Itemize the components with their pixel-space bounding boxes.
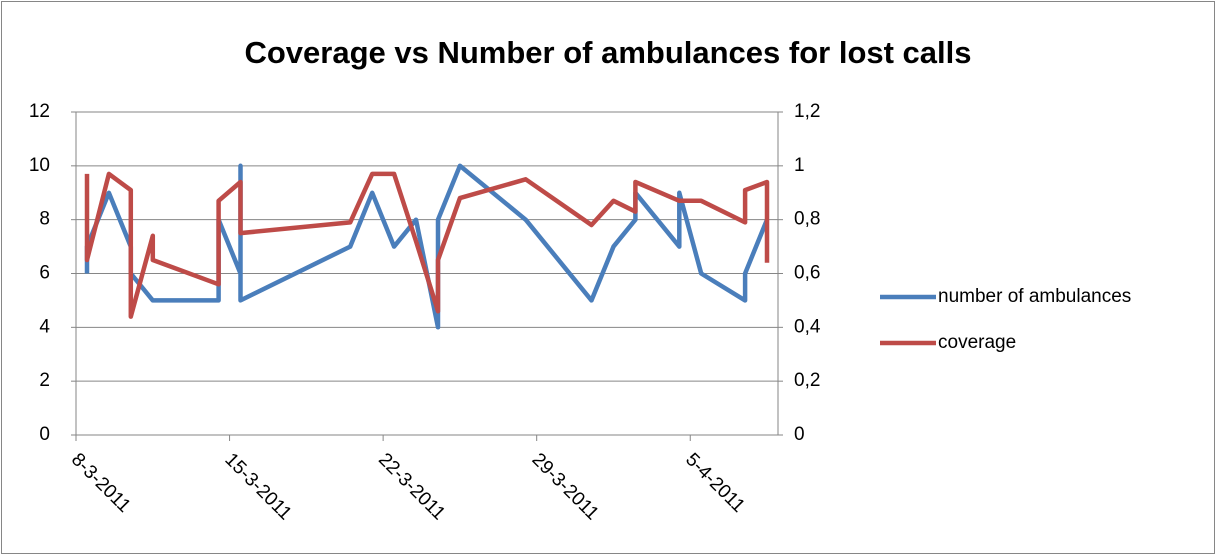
y-tick-label: 12	[29, 101, 50, 122]
y-tick-label: 6	[39, 263, 50, 284]
y-tick-label: 10	[29, 155, 50, 176]
y-tick-label: 4	[39, 316, 50, 337]
y2-tick-label: 1	[794, 155, 805, 176]
y-tick-label: 2	[39, 370, 50, 391]
legend-label: coverage	[938, 332, 1016, 353]
y-tick-label: 0	[39, 424, 50, 445]
series-line	[84, 171, 770, 319]
legend-label: number of ambulances	[938, 286, 1131, 307]
y-tick-label: 8	[39, 209, 50, 230]
y2-tick-label: 0,4	[794, 316, 821, 337]
y2-tick-label: 0,6	[794, 263, 820, 284]
y2-tick-label: 0,8	[794, 209, 820, 230]
series-line	[84, 163, 770, 330]
y2-tick-label: 1,2	[794, 101, 820, 122]
y2-tick-label: 0	[794, 424, 805, 445]
y2-tick-label: 0,2	[794, 370, 820, 391]
chart-title: Coverage vs Number of ambulances for los…	[244, 35, 971, 70]
